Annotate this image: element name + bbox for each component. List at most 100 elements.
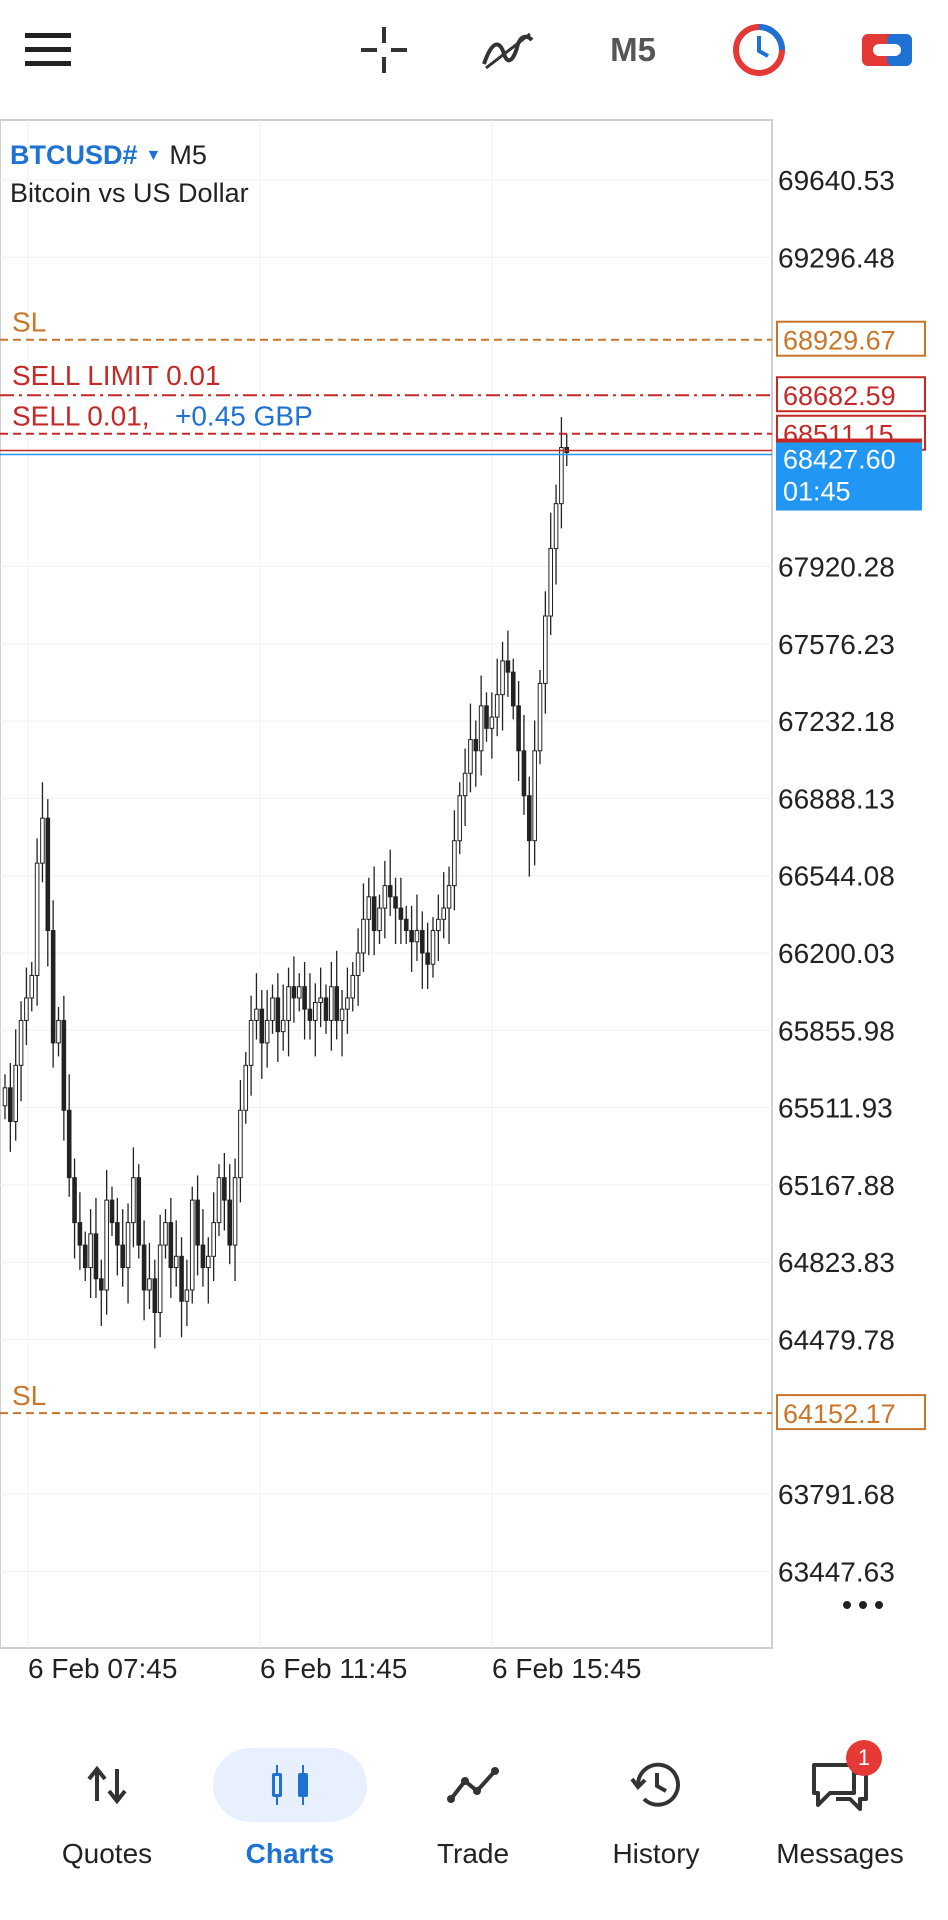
candle-body — [280, 1019, 286, 1033]
crosshair-icon[interactable] — [354, 20, 414, 80]
candle-body — [296, 986, 302, 999]
sell-order-label: SELL 0.01, — [12, 401, 150, 432]
trade-icon — [396, 1748, 550, 1822]
candle-body — [136, 1177, 142, 1246]
time-axis-label: 6 Feb 07:45 — [28, 1653, 177, 1684]
candle-body — [50, 930, 56, 1044]
candle-body — [275, 997, 281, 1033]
candle-body — [179, 1255, 184, 1302]
candle-body — [24, 997, 29, 1021]
candle-body — [13, 1064, 18, 1123]
candle-body — [371, 896, 377, 932]
candle-body — [184, 1289, 190, 1302]
candle-body — [211, 1222, 216, 1257]
nav-quotes[interactable]: Quotes — [17, 1720, 197, 1870]
more-options-icon[interactable] — [836, 1590, 890, 1620]
candle-body — [548, 548, 554, 617]
chart-timeframe: M5 — [169, 140, 207, 170]
hamburger-icon[interactable] — [18, 20, 78, 80]
candle-body — [334, 986, 339, 1021]
price-axis-label: 66544.08 — [778, 861, 895, 892]
candle-body — [446, 885, 452, 909]
candle-body — [200, 1244, 206, 1269]
candle-body — [206, 1255, 211, 1269]
price-axis-label: 65511.93 — [778, 1093, 893, 1124]
candle-body — [254, 1008, 259, 1021]
bid-price: 68427.60 — [783, 445, 896, 475]
nav-trade-label: Trade — [436, 1838, 510, 1869]
chart-canvas[interactable]: SL 68929.67 SELL LIMIT 0.01 68682.59 SELL 0.… — [0, 118, 948, 1698]
candle-body — [147, 1278, 152, 1291]
nav-messages[interactable]: 1 Messages — [750, 1720, 930, 1870]
candle-body — [173, 1255, 179, 1269]
bottom-navigation: Quotes Charts Trade History 1 Messages — [0, 1720, 948, 1920]
clock-circle-icon[interactable] — [728, 20, 790, 80]
price-axis-label: 69296.48 — [778, 242, 895, 273]
indicators-icon[interactable] — [478, 20, 538, 80]
candle-body — [500, 660, 505, 696]
price-axis-label: 64479.78 — [778, 1325, 895, 1356]
one-click-trading-icon[interactable] — [856, 20, 918, 80]
plot-border — [0, 119, 773, 1649]
candle-body — [350, 974, 356, 999]
candle-body — [553, 503, 559, 550]
candle-body — [543, 615, 548, 684]
candle-body — [457, 795, 463, 842]
candle-body — [77, 1222, 83, 1246]
nav-charts[interactable]: Charts — [200, 1720, 380, 1870]
candle-body — [195, 1199, 200, 1246]
candle-body — [66, 1109, 72, 1179]
nav-history[interactable]: History — [566, 1720, 746, 1870]
price-axis-label: 67576.23 — [778, 629, 895, 660]
ask-marker — [776, 438, 922, 443]
candle-body — [168, 1222, 174, 1269]
nav-quotes-label: Quotes — [61, 1838, 153, 1869]
candle-body — [157, 1244, 163, 1313]
candle-body — [18, 1019, 24, 1066]
time-axis-label: 6 Feb 15:45 — [492, 1653, 641, 1684]
charts-icon — [213, 1748, 367, 1822]
candle-body — [152, 1278, 158, 1313]
symbol-header[interactable]: BTCUSD# ▼ M5 — [10, 140, 207, 171]
candle-body — [227, 1199, 232, 1246]
candle-body — [323, 997, 329, 1021]
candle-body — [264, 1019, 270, 1044]
nav-charts-label: Charts — [245, 1838, 335, 1869]
candle-body — [29, 974, 35, 999]
candle-body — [521, 750, 527, 797]
price-axis-label: 63791.68 — [778, 1479, 895, 1510]
candle-body — [313, 1001, 318, 1021]
candle-body — [88, 1233, 93, 1269]
candle-body — [452, 840, 457, 887]
messages-badge: 1 — [846, 1740, 882, 1776]
messages-icon — [763, 1748, 917, 1822]
sl-upper-label: SL — [12, 307, 46, 338]
candle-body — [441, 907, 446, 920]
candle-body — [473, 739, 479, 752]
candle-body — [430, 930, 436, 965]
candle-body — [377, 907, 382, 932]
candle-body — [505, 660, 511, 673]
candle-body — [339, 1008, 345, 1021]
candle-body — [425, 952, 430, 965]
candle-body — [120, 1244, 126, 1269]
candle-body — [478, 705, 484, 752]
candle-body — [537, 682, 543, 752]
candle-body — [345, 997, 350, 1010]
candle-body — [115, 1222, 120, 1246]
candle-body — [189, 1199, 195, 1291]
nav-trade[interactable]: Trade — [383, 1720, 563, 1870]
sell-limit-price: 68682.59 — [783, 381, 896, 411]
symbol-caret-icon[interactable]: ▼ — [145, 146, 162, 164]
timeframe-button[interactable]: M5 — [610, 31, 656, 68]
candle-body — [2, 1087, 8, 1107]
candle-body — [302, 986, 307, 1010]
candle-body — [270, 997, 275, 1021]
symbol-name[interactable]: BTCUSD# — [10, 140, 138, 170]
candle-body — [462, 772, 468, 797]
sell-order-profit: +0.45 GBP — [175, 401, 313, 432]
price-chart[interactable]: SL 68929.67 SELL LIMIT 0.01 68682.59 SELL 0.… — [0, 118, 948, 1698]
sl-lower-label: SL — [12, 1380, 46, 1411]
price-axis-label: 67232.18 — [778, 706, 895, 737]
candle-body — [141, 1244, 147, 1291]
